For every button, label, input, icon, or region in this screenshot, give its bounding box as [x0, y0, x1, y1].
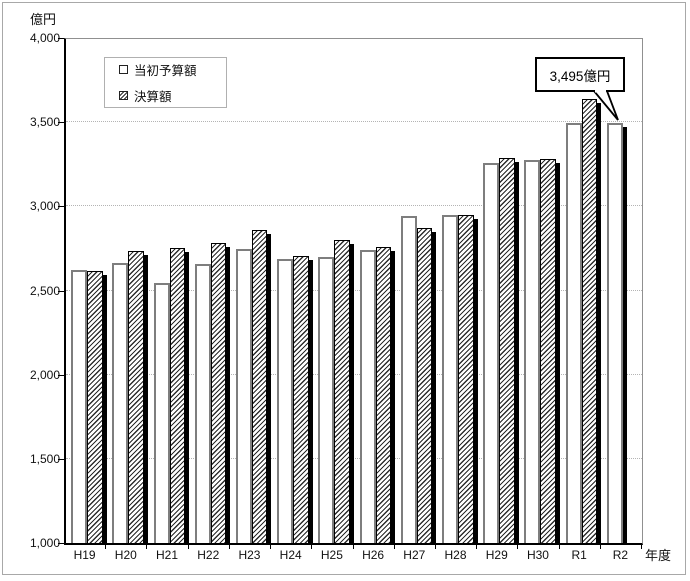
- bar-settlement-H26: [375, 246, 392, 543]
- x-tick-mark: [352, 545, 354, 549]
- bar-settlement-H21: [169, 248, 186, 543]
- x-category-label-H19: H19: [73, 548, 96, 562]
- bar-budget-R1: [565, 123, 582, 543]
- y-tick-mark: [58, 543, 64, 544]
- y-tick-label-3500: 3,500: [29, 115, 60, 130]
- x-category-label-H20: H20: [114, 548, 137, 562]
- annotation-callout-tail: [592, 90, 619, 121]
- bar-budget-H19: [71, 270, 88, 543]
- x-tick-mark: [558, 545, 560, 549]
- y-tick-mark: [58, 458, 64, 460]
- bar-budget-H25: [318, 256, 335, 543]
- y-tick-mark: [58, 374, 64, 376]
- x-category-label-H30: H30: [526, 548, 549, 562]
- bar-settlement-H29: [499, 158, 515, 543]
- annotation-text: 3,495億円: [549, 68, 611, 84]
- y-tick-label-1000: 1,000: [29, 536, 60, 550]
- legend: 当初予算額 決算額: [104, 57, 227, 108]
- legend-label-budget: 当初予算額: [134, 64, 197, 78]
- bar-budget-H27: [400, 216, 417, 543]
- x-tick-mark: [146, 545, 148, 549]
- bar-budget-H28: [442, 214, 459, 543]
- x-category-label-H29: H29: [485, 548, 508, 562]
- bar-settlement-H25: [334, 240, 350, 543]
- gridline-2500: [66, 289, 642, 291]
- x-category-label-R2: R2: [612, 548, 629, 562]
- x-tick-mark: [228, 545, 230, 549]
- x-category-label-H28: H28: [444, 548, 467, 562]
- bar-settlement-H22: [210, 243, 227, 543]
- x-tick-mark: [599, 545, 601, 549]
- legend-label-settlement: 決算額: [134, 90, 172, 104]
- x-category-label-H27: H27: [403, 548, 426, 562]
- y-tick-label-2500: 2,500: [29, 283, 60, 298]
- legend-entry-settlement: 決算額: [119, 86, 226, 105]
- bar-budget-H29: [483, 163, 500, 543]
- y-tick-label-2000: 2,000: [29, 367, 60, 382]
- gridline-3000: [66, 205, 642, 207]
- bar-settlement-H27: [416, 228, 433, 543]
- y-tick-mark: [58, 290, 64, 292]
- x-tick-mark: [476, 545, 478, 549]
- x-tick-mark: [641, 545, 642, 549]
- y-tick-mark: [58, 38, 64, 39]
- gridline-1500: [66, 457, 642, 459]
- x-tick-mark: [517, 545, 519, 549]
- bar-settlement-H20: [128, 250, 144, 543]
- y-tick-mark: [58, 206, 64, 208]
- x-category-label-H23: H23: [238, 548, 261, 562]
- x-category-label-H26: H26: [362, 548, 385, 562]
- x-tick-mark: [311, 545, 313, 549]
- x-tick-mark: [105, 545, 107, 549]
- bar-budget-H20: [112, 262, 129, 543]
- x-category-label-H22: H22: [197, 548, 220, 562]
- legend-entry-budget: 当初予算額: [119, 60, 226, 79]
- bar-budget-H26: [359, 250, 376, 543]
- x-category-label-H24: H24: [279, 548, 302, 562]
- bar-settlement-H28: [458, 214, 474, 543]
- x-category-label-H21: H21: [156, 548, 179, 562]
- x-axis-unit-label: 年度: [645, 548, 672, 563]
- y-tick-label-4000: 4,000: [29, 31, 60, 45]
- x-tick-mark: [434, 545, 436, 549]
- x-tick-mark: [187, 545, 189, 549]
- y-tick-label-3000: 3,000: [29, 199, 60, 214]
- x-category-label-R1: R1: [571, 548, 587, 562]
- y-tick-mark: [58, 122, 64, 124]
- settlement-swatch-icon: [119, 91, 128, 100]
- bar-budget-H22: [194, 263, 211, 543]
- bar-settlement-H19: [87, 271, 103, 543]
- y-tick-label-1500: 1,500: [29, 451, 60, 466]
- bar-budget-H30: [524, 160, 541, 543]
- gridline-2000: [66, 373, 642, 375]
- gridline-3500: [66, 121, 642, 123]
- bar-settlement-R1: [581, 99, 598, 543]
- bar-settlement-H23: [251, 229, 268, 543]
- bar-budget-H24: [277, 258, 294, 543]
- bar-budget-H23: [235, 249, 252, 543]
- budget-swatch-icon: [119, 65, 128, 74]
- x-tick-mark: [270, 545, 272, 549]
- bar-budget-H21: [153, 282, 170, 543]
- bar-settlement-H30: [540, 159, 556, 543]
- y-axis-unit-label: 億円: [30, 12, 57, 27]
- bar-settlement-H24: [293, 256, 309, 543]
- bar-budget-R2: [606, 123, 623, 543]
- plot-area: [64, 38, 643, 545]
- x-category-label-H25: H25: [320, 548, 343, 562]
- x-tick-mark: [393, 545, 395, 549]
- annotation-callout: 3,495億円: [535, 57, 625, 92]
